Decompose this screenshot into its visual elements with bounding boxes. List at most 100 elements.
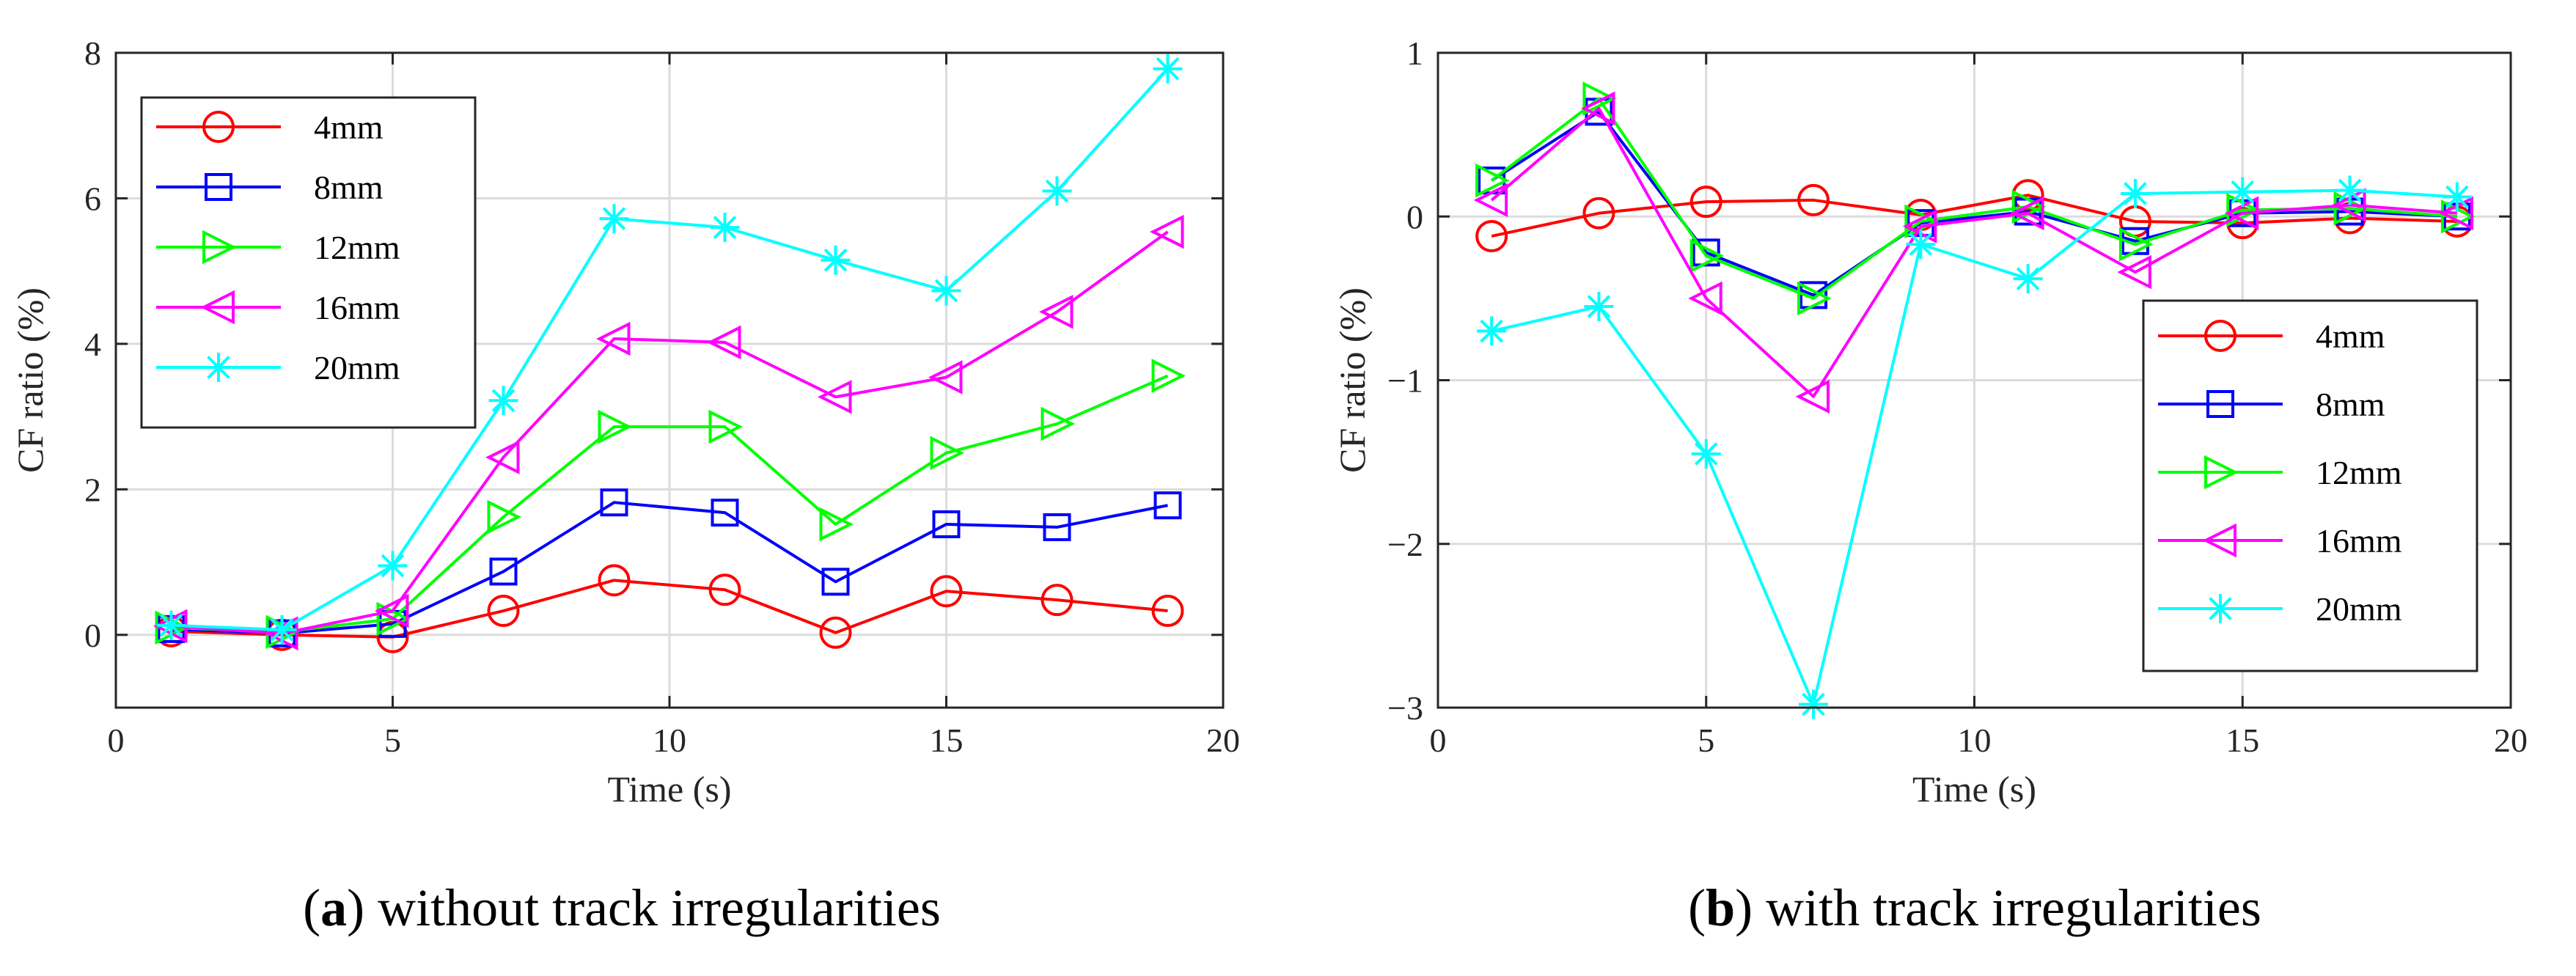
legend-box xyxy=(2142,299,2478,672)
data-point xyxy=(1582,81,1617,116)
y-tick-label: 2 xyxy=(84,471,101,508)
data-point xyxy=(819,507,854,542)
legend-box xyxy=(140,96,477,429)
x-tick-label: 15 xyxy=(2225,722,2259,759)
data-point xyxy=(1689,238,1725,274)
legend-marker xyxy=(2206,390,2234,418)
data-point xyxy=(2118,227,2154,262)
legend-item-20mm: 20mm xyxy=(156,349,400,386)
x-axis-label: Time (s) xyxy=(1912,768,2036,810)
data-point xyxy=(1906,230,1936,260)
data-point xyxy=(707,325,741,360)
y-tick-label: 0 xyxy=(84,617,101,654)
legend-item-12mm: 12mm xyxy=(2158,454,2402,491)
legend-item-20mm: 20mm xyxy=(2158,590,2402,628)
data-point xyxy=(1689,186,1722,219)
caption-text: ) with track irregularities xyxy=(1735,878,2261,937)
data-point xyxy=(1475,163,1510,198)
data-point xyxy=(596,321,631,356)
series-line xyxy=(171,230,1169,635)
data-point xyxy=(931,276,961,306)
legend-label: 20mm xyxy=(2316,590,2402,628)
legend-item-4mm: 4mm xyxy=(156,109,384,146)
caption: (b) with track irregularities xyxy=(1688,878,2261,937)
caption: (a) without track irregularities xyxy=(303,878,941,937)
legend-item-16mm: 16mm xyxy=(156,289,400,326)
legend-label: 16mm xyxy=(2316,522,2402,559)
caption-letter: a xyxy=(320,878,347,937)
y-tick-label: 8 xyxy=(84,34,101,72)
caption-letter: b xyxy=(1706,878,1735,937)
data-point xyxy=(489,557,518,586)
data-point xyxy=(1799,689,1829,719)
legend-marker xyxy=(205,173,232,201)
legend-item-4mm: 4mm xyxy=(2158,318,2385,355)
data-point xyxy=(928,360,963,395)
data-point xyxy=(1580,91,1615,126)
legend-marker xyxy=(2204,320,2236,352)
data-point xyxy=(2120,178,2150,208)
data-point xyxy=(1799,281,1828,309)
data-point xyxy=(821,245,851,275)
legend: 4mm 8mm 12mm 16mm 20mm xyxy=(2142,299,2478,672)
data-point xyxy=(711,499,739,527)
y-tick-label: −1 xyxy=(1387,362,1423,400)
x-tick-label: 0 xyxy=(1430,722,1447,759)
data-point xyxy=(821,568,850,596)
legend-marker xyxy=(202,111,235,143)
legend-label: 16mm xyxy=(314,289,400,326)
legend-label: 4mm xyxy=(314,109,384,146)
y-tick-label: −2 xyxy=(1387,526,1423,563)
ticks: 0 5 10 15 20 −3 −2 −1 0 1 xyxy=(1387,34,2528,759)
data-point xyxy=(1473,183,1508,218)
data-point xyxy=(932,510,961,538)
x-tick-label: 0 xyxy=(108,722,125,759)
y-tick-label: 6 xyxy=(84,180,101,217)
x-tick-label: 20 xyxy=(2494,722,2528,759)
legend-marker xyxy=(2204,455,2239,490)
caption-open: ( xyxy=(303,878,320,937)
caption-text: ) without track irregularities xyxy=(347,878,941,937)
y-axis-label: CF ratio (%) xyxy=(10,287,51,473)
data-point xyxy=(487,499,521,535)
data-point xyxy=(267,614,297,645)
legend-marker xyxy=(202,230,237,265)
series-layer xyxy=(153,54,1186,653)
panel-b: 0 5 10 15 20 −3 −2 −1 0 1 Time (s) CF ratio (%) 4… xyxy=(1332,34,2528,937)
ticks: 0 5 10 15 20 0 2 4 6 8 xyxy=(84,34,1240,759)
data-point xyxy=(1039,294,1074,329)
legend-label: 4mm xyxy=(2316,318,2385,355)
legend-marker xyxy=(2202,523,2236,558)
data-point xyxy=(1688,281,1722,316)
panel-a: 0 5 10 15 20 0 2 4 6 8 Time (s) CF ratio (%) 4mm 8… xyxy=(10,34,1240,937)
data-point xyxy=(1582,197,1615,230)
data-point xyxy=(819,616,852,649)
legend-label: 8mm xyxy=(314,169,384,206)
data-point xyxy=(598,564,631,597)
legend-item-16mm: 16mm xyxy=(2158,522,2402,559)
data-point xyxy=(600,488,628,517)
series-20mm xyxy=(156,54,1183,645)
series-line xyxy=(1491,188,2457,706)
y-tick-label: 1 xyxy=(1406,34,1423,72)
caption-open: ( xyxy=(1688,878,1706,937)
data-point xyxy=(1042,176,1072,206)
data-point xyxy=(1041,406,1075,441)
data-point xyxy=(930,436,964,470)
data-point xyxy=(1153,54,1183,84)
data-point xyxy=(2013,264,2043,294)
data-point xyxy=(1151,359,1186,393)
data-point xyxy=(2335,175,2365,205)
data-point xyxy=(1153,491,1182,520)
data-point xyxy=(1797,183,1830,216)
y-tick-label: 0 xyxy=(1406,198,1423,235)
series-layer xyxy=(1473,81,2476,719)
data-point xyxy=(818,380,852,414)
legend: 4mm 8mm 12mm 16mm 20mm xyxy=(140,96,477,429)
data-point xyxy=(708,573,741,606)
data-point xyxy=(710,213,740,243)
legend-label: 12mm xyxy=(2316,454,2402,491)
data-point xyxy=(1692,238,1720,267)
series-16mm xyxy=(1473,91,2473,414)
